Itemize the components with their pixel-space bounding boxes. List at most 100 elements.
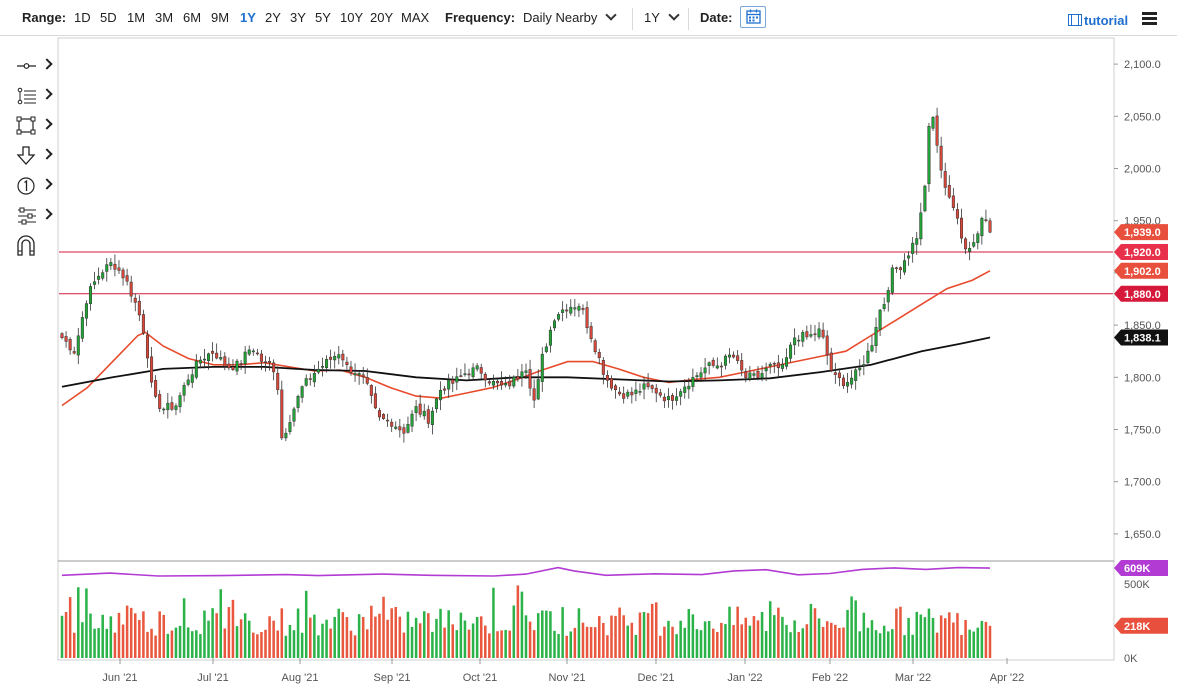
range-1d-button[interactable]: 1D <box>74 10 91 25</box>
candle-body <box>296 396 300 408</box>
fibonacci-tool-button[interactable] <box>16 85 54 109</box>
candle-body <box>231 366 235 370</box>
candle-body <box>198 359 202 364</box>
volume-bar <box>541 610 544 658</box>
range-5d-button[interactable]: 5D <box>100 10 117 25</box>
date-picker-button[interactable] <box>740 6 766 28</box>
candle-body <box>158 394 162 409</box>
candle-body <box>129 281 133 297</box>
period-dropdown[interactable]: 1Y <box>644 9 680 26</box>
price-chart[interactable]: 2,100.02,050.02,000.01,950.01,900.01,850… <box>0 36 1177 693</box>
candle-body <box>870 345 874 352</box>
volume-bar <box>781 616 784 658</box>
candle-body <box>626 391 630 397</box>
volume-bar <box>711 628 715 658</box>
candle-body <box>247 349 251 355</box>
candle-body <box>740 360 744 371</box>
candle-body <box>182 385 186 396</box>
x-tick-label: Sep '21 <box>374 672 411 684</box>
volume-bar <box>154 635 157 658</box>
volume-bar <box>752 616 756 658</box>
candle-body <box>520 371 524 378</box>
price-tag-label: 1,939.0 <box>1124 227 1161 239</box>
volume-bar <box>447 610 450 658</box>
arrow-tool-button[interactable] <box>16 145 54 169</box>
volume-bar <box>418 623 422 658</box>
volume-bar <box>891 629 894 658</box>
candle-body <box>907 255 911 259</box>
candle-body <box>365 377 369 384</box>
volume-bar <box>361 616 365 658</box>
volume-bar <box>886 631 890 658</box>
candle-body <box>980 218 984 237</box>
layers-tool-button[interactable] <box>16 205 54 229</box>
volume-bar <box>398 616 402 658</box>
crosshair-tool-icon <box>17 63 36 69</box>
candle-body <box>308 378 312 380</box>
candle-body <box>654 387 658 394</box>
candle-body <box>337 354 341 359</box>
volume-bar <box>317 635 320 658</box>
range-2y-button[interactable]: 2Y <box>265 10 281 25</box>
volume-bar <box>284 635 288 658</box>
volume-bar <box>422 611 426 658</box>
volume-bar <box>724 624 727 658</box>
candle-body <box>72 351 76 354</box>
volume-bar <box>296 608 300 658</box>
candle-body <box>528 369 532 389</box>
volume-bar <box>573 627 577 658</box>
range-20y-button[interactable]: 20Y <box>370 10 394 25</box>
volume-bar <box>927 608 931 658</box>
crosshair-tool-button[interactable] <box>16 55 54 79</box>
volume-bar <box>488 633 491 658</box>
candle-body <box>634 389 638 394</box>
range-max-button[interactable]: MAX <box>401 10 430 25</box>
range-5y-button[interactable]: 5Y <box>315 10 331 25</box>
candle-body <box>557 314 561 320</box>
volume-bar <box>610 615 613 658</box>
volume-bar <box>675 634 678 658</box>
frequency-dropdown[interactable]: Daily Nearby <box>523 9 618 26</box>
range-3y-button[interactable]: 3Y <box>290 10 306 25</box>
volume-bar <box>598 616 601 658</box>
volume-bar <box>211 608 214 658</box>
volume-bar <box>484 625 487 658</box>
volume-bar <box>276 630 279 658</box>
range-3m-button[interactable]: 3M <box>155 10 174 25</box>
volume-bar <box>691 614 695 658</box>
volume-bar <box>105 628 109 658</box>
candle-body <box>805 331 809 338</box>
volume-bar <box>239 619 243 658</box>
candle-body <box>162 408 166 411</box>
range-6m-button[interactable]: 6M <box>183 10 202 25</box>
volume-bar <box>366 629 369 658</box>
candle-body <box>833 372 837 375</box>
volume-bar <box>817 618 821 658</box>
candle-body <box>243 351 247 365</box>
menu-icon[interactable] <box>1142 12 1157 25</box>
volume-bars <box>60 585 992 658</box>
range-9m-button[interactable]: 9M <box>211 10 230 25</box>
range-1y-button[interactable]: 1Y <box>240 10 256 25</box>
rectangle-tool-button[interactable] <box>16 115 54 139</box>
counter-tool-button[interactable] <box>16 175 54 199</box>
volume-bar <box>113 632 117 658</box>
volume-bar <box>93 628 96 658</box>
volume-bar <box>97 628 100 658</box>
volume-bar <box>134 613 137 658</box>
price-tag-label: 1,880.0 <box>1124 289 1161 301</box>
chevron-down-icon <box>668 9 680 21</box>
volume-bar <box>68 597 72 658</box>
volume-bar <box>439 608 442 658</box>
counter-tool-icon <box>17 177 35 195</box>
volume-bar <box>89 613 92 658</box>
range-10y-button[interactable]: 10Y <box>340 10 364 25</box>
candle-body <box>573 307 577 310</box>
candle-body <box>288 422 292 432</box>
candle-body <box>968 248 972 252</box>
candlesticks <box>60 107 992 443</box>
tutorial-link[interactable]: tutorial <box>1068 13 1128 28</box>
range-1m-button[interactable]: 1M <box>127 10 146 25</box>
magnet-tool-button[interactable] <box>16 235 54 259</box>
candle-body <box>650 385 654 389</box>
